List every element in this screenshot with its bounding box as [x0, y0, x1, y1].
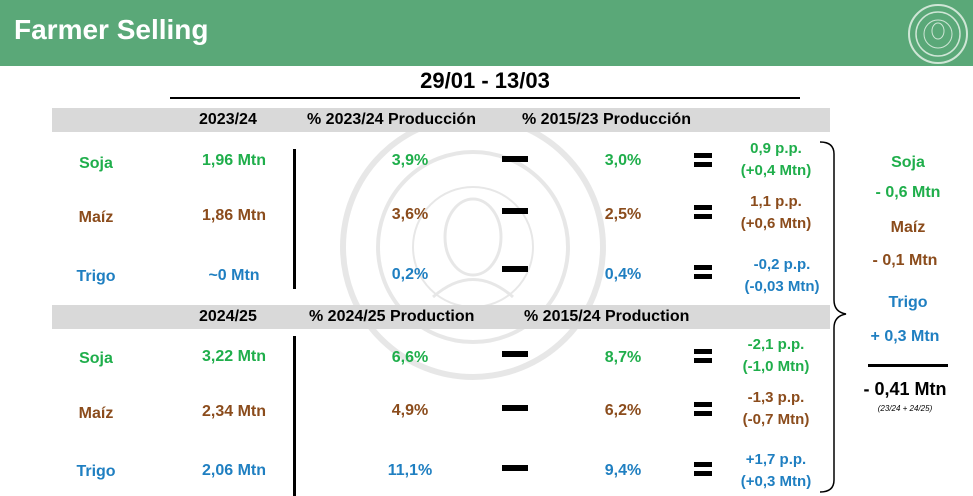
row-delta-mtn: (+0,6 Mtn): [740, 215, 812, 232]
row-delta: -0,2 p.p. (-0,03 Mtn): [745, 254, 820, 298]
row-crop-label: Trigo: [76, 268, 116, 285]
row-delta-mtn: (+0,4 Mtn): [740, 162, 812, 179]
bolsa-de-cereales-seal-icon: [908, 4, 968, 64]
summary-total-line: [868, 364, 948, 367]
period-title: 29/01 - 13/03: [420, 68, 550, 93]
row-delta-pp: -2,1 p.p.: [747, 336, 805, 353]
summary-crop-value: - 0,1 Mtn: [872, 252, 938, 269]
row-crop-label: Soja: [79, 155, 113, 172]
column-separator: [293, 336, 296, 496]
row-crop-label: Maíz: [78, 209, 114, 226]
row-pct-average: 6,2%: [604, 402, 642, 419]
row-delta-mtn: (-1,0 Mtn): [742, 358, 810, 375]
header-bar: Farmer Selling: [0, 0, 973, 66]
row-pct-current: 4,9%: [391, 402, 429, 419]
row-volume: 1,96 Mtn: [201, 152, 267, 169]
row-delta-mtn: (-0,7 Mtn): [742, 411, 810, 428]
minus-sign-icon: [502, 351, 528, 357]
column-header-year: 2023/24: [199, 111, 257, 128]
row-pct-average: 3,0%: [604, 152, 642, 169]
minus-sign-icon: [502, 465, 528, 471]
column-header-pct-current: % 2023/24 Producción: [307, 111, 476, 128]
seal-watermark: [340, 114, 606, 380]
row-delta-mtn: (-0,03 Mtn): [744, 278, 820, 295]
row-delta-pp: 1,1 p.p.: [750, 193, 802, 210]
row-delta-mtn: (+0,3 Mtn): [740, 473, 812, 490]
row-delta: +1,7 p.p. (+0,3 Mtn): [741, 449, 811, 493]
page-title: Farmer Selling: [14, 14, 209, 45]
row-volume: 3,22 Mtn: [201, 348, 267, 365]
column-header-pct-current: % 2024/25 Production: [309, 308, 475, 325]
summary-total-note: (23/24 + 24/25): [877, 404, 933, 413]
section-header-2024-25: 2024/25 % 2024/25 Production % 2015/24 P…: [52, 305, 830, 329]
minus-sign-icon: [502, 266, 528, 272]
section-header-2023-24: 2023/24 % 2023/24 Producción % 2015/23 P…: [52, 108, 830, 132]
row-delta: 0,9 p.p. (+0,4 Mtn): [741, 138, 811, 182]
row-volume: ~0 Mtn: [208, 267, 260, 284]
column-header-year: 2024/25: [199, 308, 257, 325]
minus-sign-icon: [502, 405, 528, 411]
summary-crop-value: + 0,3 Mtn: [870, 328, 940, 345]
column-separator: [293, 149, 296, 289]
row-volume: 2,34 Mtn: [201, 403, 267, 420]
row-pct-average: 0,4%: [604, 266, 642, 283]
row-delta: -2,1 p.p. (-1,0 Mtn): [743, 334, 810, 378]
row-pct-average: 9,4%: [604, 462, 642, 479]
summary-crop-value: - 0,6 Mtn: [875, 184, 941, 201]
row-delta-pp: +1,7 p.p.: [745, 451, 807, 468]
row-pct-current: 3,6%: [391, 206, 429, 223]
column-header-pct-average: % 2015/23 Producción: [522, 111, 691, 128]
row-volume: 2,06 Mtn: [201, 462, 267, 479]
summary-crop-label: Trigo: [888, 294, 928, 311]
summary-crop-label: Maíz: [890, 219, 926, 236]
summary-total: - 0,41 Mtn: [863, 379, 947, 399]
right-brace-icon: [819, 141, 847, 493]
column-header-pct-average: % 2015/24 Production: [524, 308, 690, 325]
period-underline: [170, 97, 800, 99]
row-pct-average: 8,7%: [604, 349, 642, 366]
minus-sign-icon: [502, 156, 528, 162]
row-pct-average: 2,5%: [604, 206, 642, 223]
row-crop-label: Soja: [79, 350, 113, 367]
row-delta-pp: 0,9 p.p.: [750, 140, 802, 157]
row-delta: 1,1 p.p. (+0,6 Mtn): [741, 191, 811, 235]
minus-sign-icon: [502, 208, 528, 214]
row-volume: 1,86 Mtn: [201, 207, 267, 224]
summary-crop-label: Soja: [891, 154, 925, 171]
row-pct-current: 6,6%: [391, 349, 429, 366]
row-delta: -1,3 p.p. (-0,7 Mtn): [743, 387, 810, 431]
row-pct-current: 3,9%: [391, 152, 429, 169]
row-pct-current: 0,2%: [391, 266, 429, 283]
row-pct-current: 11,1%: [387, 462, 433, 479]
row-delta-pp: -0,2 p.p.: [753, 256, 811, 273]
row-delta-pp: -1,3 p.p.: [747, 389, 805, 406]
row-crop-label: Maíz: [78, 405, 114, 422]
row-crop-label: Trigo: [76, 463, 116, 480]
